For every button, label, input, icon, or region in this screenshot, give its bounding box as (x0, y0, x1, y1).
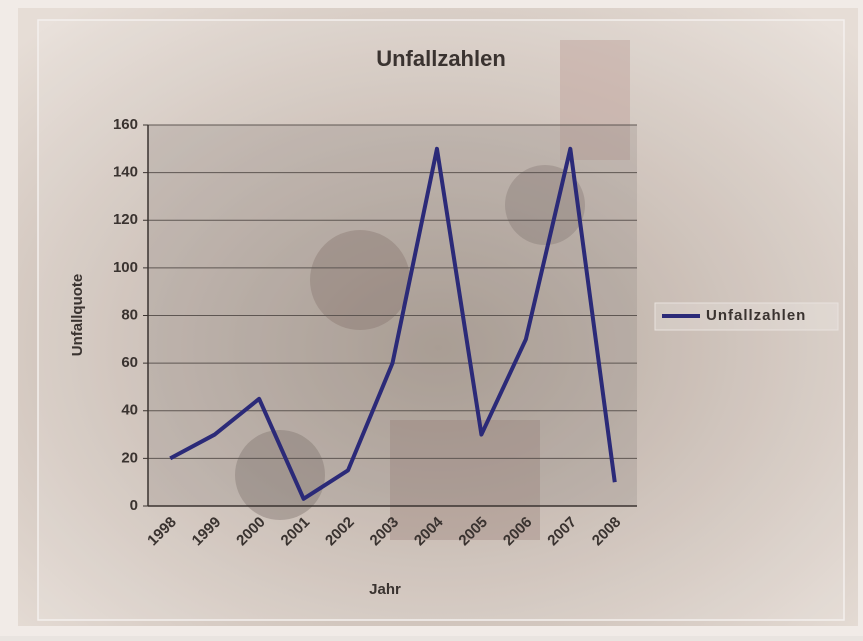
y-tick-label: 160 (113, 116, 138, 133)
y-tick-label: 140 (113, 164, 138, 181)
chart-title: Unfallzahlen (376, 46, 506, 71)
photo-shape (310, 230, 410, 330)
y-axis-label: Unfallquote (69, 274, 86, 357)
photo-shape (560, 40, 630, 160)
y-tick-label: 60 (121, 354, 138, 371)
data-line (169, 146, 617, 501)
y-tick-label: 20 (121, 449, 138, 466)
x-axis-label: Jahr (369, 581, 401, 598)
photo-background (18, 8, 858, 626)
y-tick-label: 40 (121, 402, 138, 419)
chart-frame (37, 19, 845, 621)
y-tick-label: 120 (113, 211, 138, 228)
y-tick-label: 80 (121, 306, 138, 323)
y-tick-label: 100 (113, 259, 138, 276)
y-tick-label: 0 (130, 497, 138, 514)
photo-shape (390, 420, 540, 540)
legend-label: Unfallzahlen (706, 307, 806, 324)
photo-shape (505, 165, 585, 245)
